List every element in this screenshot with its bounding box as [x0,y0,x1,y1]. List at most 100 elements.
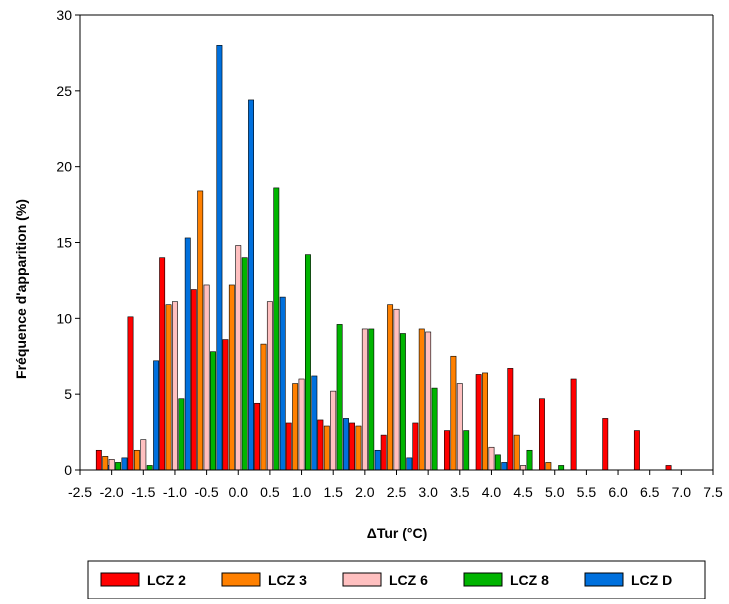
x-tick-label: -0.5 [195,484,219,500]
bars-layer [95,45,672,471]
legend-swatch-lcz-6 [342,572,382,587]
bar-lcz-3-at-m1 [165,304,172,471]
legend-label-lcz-8: LCZ 8 [510,572,549,588]
bar-lcz-3-at-3p5 [450,355,457,471]
y-tick-label: 15 [56,235,72,251]
bar-lcz-d-at-1 [311,375,318,471]
legend-label-lcz-2: LCZ 2 [147,572,186,588]
bar-lcz-d-at-m0p5 [216,45,223,471]
bar-lcz-3-at-4 [482,372,488,471]
bar-lcz-6-at-4p5 [520,465,527,471]
bar-lcz-6-at-1 [298,378,305,471]
bar-lcz-3-at-1p5 [323,425,330,471]
x-tick-label: 4.5 [513,484,533,500]
bar-lcz-2-at-0 [222,339,229,471]
legend-label-lcz-3: LCZ 3 [268,572,307,588]
bar-lcz-8-at-3 [431,387,438,471]
bar-lcz-6-at-1p5 [330,390,337,471]
bar-lcz-6-at-3 [425,331,432,471]
bar-lcz-2-at-1 [285,422,292,471]
bar-lcz-2-at-2p5 [380,434,387,471]
legend-label-lcz-6: LCZ 6 [389,572,428,588]
bar-lcz-d-at-m1p5 [153,360,160,471]
bar-lcz-2-at-6 [602,418,609,471]
bar-lcz-2-at-4p5 [507,368,514,471]
legend-swatch-lcz-d [584,572,624,587]
legend-label-lcz-d: LCZ D [631,572,672,588]
bar-lcz-d-at-m1 [184,237,191,471]
y-tick-label: 5 [64,386,72,402]
x-tick-label: 7.5 [703,484,723,500]
x-tick-label: 6.5 [640,484,660,500]
bar-lcz-d-at-0 [248,99,254,471]
legend-swatch-lcz-8 [463,572,503,587]
bar-lcz-8-at-2 [368,328,375,471]
bar-lcz-6-at-0p5 [266,301,273,471]
x-tick-label: 3.0 [418,484,438,500]
x-tick-label: 6.0 [608,484,628,500]
legend-swatch-lcz-3 [221,572,261,587]
bar-lcz-6-at-4 [488,446,495,471]
bar-lcz-8-at-5 [558,465,565,471]
bar-lcz-2-at-3p5 [444,430,450,471]
x-tick-label: 5.5 [577,484,597,500]
bar-lcz-8-at-3p5 [463,430,470,471]
bar-lcz-2-at-3 [412,422,419,471]
bar-lcz-3-at-m0p5 [197,190,204,471]
bar-lcz-3-at-2 [355,425,362,471]
bar-lcz-6-at-2p5 [393,308,400,471]
bar-lcz-8-at-4 [494,454,501,471]
x-tick-label: 1.5 [323,484,343,500]
bar-lcz-3-at-m1p5 [133,449,140,471]
bar-lcz-8-at-2p5 [399,333,406,471]
bar-lcz-8-at-m0p5 [210,351,216,471]
bar-lcz-8-at-4p5 [526,449,533,471]
x-tick-label: 5.0 [545,484,565,500]
x-tick-label: -1.0 [163,484,187,500]
legend: LCZ 2 LCZ 3 LCZ 6 LCZ 8 LCZ D [87,560,706,600]
bar-lcz-2-at-5p5 [570,378,577,471]
bar-lcz-2-at-0p5 [254,402,261,471]
bar-lcz-d-at-4 [501,462,508,471]
bar-lcz-8-at-1p5 [336,324,343,471]
bar-lcz-3-at-2p5 [387,304,394,471]
y-tick-label: 30 [56,7,72,23]
x-tick-label: 3.5 [450,484,470,500]
bar-lcz-8-at-0 [241,257,248,471]
x-tick-label: -2.0 [100,484,124,500]
bar-lcz-2-at-4 [475,374,482,471]
bar-lcz-6-at-3p5 [456,383,463,471]
y-tick-label: 20 [56,159,72,175]
bar-lcz-2-at-m1 [159,257,166,471]
bar-lcz-6-at-m2 [108,459,115,471]
legend-items: LCZ 2 LCZ 3 LCZ 6 LCZ 8 LCZ D [100,572,672,588]
bar-lcz-d-at-1p5 [343,418,349,471]
x-tick-label: -2.5 [68,484,92,500]
x-axis-title: ΔTur (°C) [367,525,428,541]
x-tick-label: -1.5 [131,484,155,500]
bar-lcz-d-at-2 [374,449,381,471]
bar-lcz-d-at-0p5 [279,296,286,471]
y-ticks: 0 5 10 15 20 25 30 [56,7,80,478]
x-tick-label: 7.0 [672,484,692,500]
bar-lcz-2-at-2 [349,422,355,471]
x-tick-label: 4.0 [482,484,502,500]
bar-lcz-8-at-m1p5 [146,465,153,471]
y-tick-label: 0 [64,462,72,478]
x-tick-label: 0.0 [229,484,249,500]
bar-lcz-3-at-0p5 [260,343,267,471]
x-tick-label: 0.5 [260,484,280,500]
bar-lcz-3-at-m2 [102,456,109,471]
bar-lcz-d-at-m2 [121,457,128,471]
bar-lcz-8-at-0p5 [273,187,280,471]
y-tick-label: 25 [56,83,72,99]
bar-lcz-2-at-m2 [95,449,102,471]
x-ticks: -2.5 -2.0 -1.5 -1.0 -0.5 0.0 0.5 1.0 1.5 2.0 2.5 3.… [68,470,723,500]
bar-lcz-2-at-m1p5 [127,316,134,471]
bar-lcz-6-at-0 [235,245,242,471]
bar-lcz-8-at-m2 [115,462,122,471]
bar-lcz-2-at-m0p5 [190,289,197,471]
bar-lcz-2-at-5 [538,398,545,471]
